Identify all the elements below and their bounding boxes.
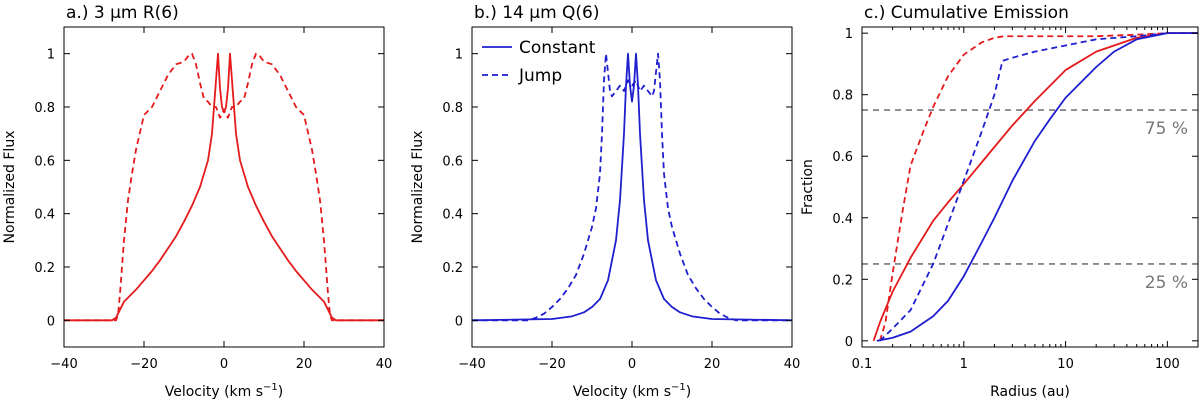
panel-title: a.) 3 μm R(6) bbox=[66, 3, 179, 23]
x-tick-label: −20 bbox=[130, 357, 157, 372]
chart-panel-3: 75 % 25 % 0.1 1 10 100 0 0.2 0.4 0.6 0.8 1 c.) Cumul… bbox=[800, 3, 1199, 400]
reference-line-label: 75 % bbox=[1145, 119, 1188, 139]
x-tick-label: 0 bbox=[220, 357, 228, 372]
x-axis-label-sup: −1 bbox=[671, 382, 686, 393]
y-tick-label: 0.6 bbox=[442, 154, 463, 169]
x-axis-label-tail: ) bbox=[686, 384, 691, 400]
x-tick-label: −40 bbox=[50, 357, 77, 372]
y-tick-label: 1 bbox=[455, 48, 463, 63]
y-tick-label: 0 bbox=[47, 314, 55, 329]
x-axis-label: Radius (au) bbox=[990, 384, 1070, 400]
series-line-4 bbox=[879, 32, 1198, 342]
x-tick-label: 1 bbox=[960, 357, 968, 372]
y-tick-label: 0.2 bbox=[832, 273, 853, 288]
x-tick-label: 0.1 bbox=[852, 357, 873, 372]
chart-panel-1: −40 −20 0 20 40 0 0.2 0.4 0.6 0.8 1 a.) 3 μm R(6) Ve… bbox=[2, 3, 392, 400]
series-line-2 bbox=[64, 52, 384, 322]
x-tick-label: −20 bbox=[538, 357, 565, 372]
x-axis-label: Velocity (km s−1) bbox=[573, 382, 692, 400]
y-tick-label: 0 bbox=[845, 335, 853, 350]
series-line-2 bbox=[472, 52, 792, 322]
x-tick-label: 20 bbox=[704, 357, 721, 372]
series-line-1 bbox=[64, 52, 384, 322]
y-tick-label: 1 bbox=[845, 27, 853, 42]
x-tick-label: 10 bbox=[1057, 357, 1074, 372]
y-tick-label: 1 bbox=[47, 48, 55, 63]
y-tick-label: 0.8 bbox=[442, 101, 463, 116]
x-axis-label-text: Velocity (km s bbox=[573, 384, 671, 400]
legend-label-2: Jump bbox=[518, 66, 562, 86]
x-tick-label: −40 bbox=[458, 357, 485, 372]
plot-frame bbox=[861, 26, 1199, 348]
series-line-1 bbox=[471, 52, 793, 322]
x-tick-label: 20 bbox=[296, 357, 313, 372]
series-line-1 bbox=[872, 32, 1198, 342]
series-line-3 bbox=[876, 32, 1198, 342]
x-axis-label-text: Radius (au) bbox=[990, 384, 1070, 400]
chart-panel-2: −40 −20 0 20 40 0 0.2 0.4 0.6 0.8 1 b.) 14 μm Q(6) V… bbox=[410, 3, 800, 400]
x-axis-label-tail: ) bbox=[278, 384, 283, 400]
x-tick-label: 40 bbox=[376, 357, 393, 372]
legend-label-1: Constant bbox=[519, 38, 596, 58]
y-tick-label: 0 bbox=[455, 314, 463, 329]
y-axis-label: Normalized Flux bbox=[410, 131, 426, 244]
x-tick-label: 0 bbox=[628, 357, 636, 372]
x-tick-label: 40 bbox=[784, 357, 801, 372]
y-axis-label: Normalized Flux bbox=[2, 131, 18, 244]
y-tick-label: 0.4 bbox=[442, 208, 463, 223]
plot-frame bbox=[63, 26, 385, 348]
y-tick-label: 0.4 bbox=[832, 212, 853, 227]
y-tick-label: 0.2 bbox=[34, 261, 55, 276]
y-tick-label: 0.4 bbox=[34, 208, 55, 223]
x-axis-label-text: Velocity (km s bbox=[165, 384, 263, 400]
y-tick-label: 0.6 bbox=[832, 150, 853, 165]
panel-title: b.) 14 μm Q(6) bbox=[474, 3, 600, 23]
x-axis-label: Velocity (km s−1) bbox=[165, 382, 284, 400]
reference-line-label: 25 % bbox=[1145, 273, 1188, 293]
y-tick-label: 0.8 bbox=[34, 101, 55, 116]
y-tick-label: 0.6 bbox=[34, 154, 55, 169]
x-tick-label: 100 bbox=[1155, 357, 1180, 372]
y-tick-label: 0.2 bbox=[442, 261, 463, 276]
panel-title: c.) Cumulative Emission bbox=[864, 3, 1069, 23]
y-axis-label: Fraction bbox=[800, 159, 816, 215]
y-tick-label: 0.8 bbox=[832, 89, 853, 104]
x-axis-label-sup: −1 bbox=[263, 382, 278, 393]
series-line-2 bbox=[879, 32, 1198, 342]
